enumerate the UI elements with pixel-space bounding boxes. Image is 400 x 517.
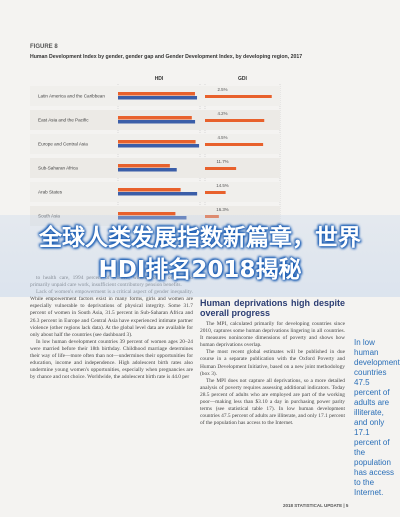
section-heading: Human deprivations high despite overall … xyxy=(200,298,345,318)
footer: 2018 STATISTICAL UPDATE | 5 xyxy=(283,503,349,508)
gdi-bar xyxy=(205,167,237,170)
sidebar-quote: In low human development countries 47.5 … xyxy=(354,338,400,497)
hdi-bar xyxy=(118,140,196,144)
gap-label: 16.3% xyxy=(216,207,229,212)
banner-background xyxy=(0,215,400,297)
gdi-bar xyxy=(205,143,264,146)
gdi-bar xyxy=(205,191,226,194)
gdi-bar xyxy=(205,119,265,122)
figure-label: FIGURE 8 xyxy=(30,44,58,50)
region-label: Latin America and the Caribbean xyxy=(38,94,105,99)
gap-label: 11.7% xyxy=(216,159,228,164)
hdi-bar xyxy=(118,168,177,172)
panel-label: GDI xyxy=(238,76,248,82)
hdi-bar xyxy=(118,188,181,192)
region-label: Europe and Central Asia xyxy=(38,142,88,147)
middle-column: Human deprivations high despite overall … xyxy=(200,298,345,508)
gdi-bar xyxy=(205,95,272,98)
hdi-bar xyxy=(118,164,170,168)
figure-title: Human Development Index by gender, gende… xyxy=(30,54,303,60)
paragraph: In low human development countries 39 pe… xyxy=(30,338,193,381)
figure-chart: HDI GDI Latin America and the Caribbean 2.5… xyxy=(30,76,281,228)
hdi-bar xyxy=(118,120,196,124)
left-column: to health care, 1994 percent of women, w… xyxy=(30,275,193,505)
panel-label: HDI xyxy=(155,76,164,82)
region-label: Sub-Saharan Africa xyxy=(38,166,78,171)
gap-label: 14.5% xyxy=(216,183,229,188)
hdi-bar xyxy=(118,192,198,196)
paragraph: The MPI, calculated primarily for develo… xyxy=(200,321,345,349)
hdi-bar xyxy=(118,144,200,148)
gap-label: 4.2% xyxy=(217,111,227,116)
paragraph: The most recent global estimates will be… xyxy=(200,349,345,377)
hdi-bar xyxy=(118,116,192,120)
region-label: Arab States xyxy=(38,190,63,195)
hdi-bar xyxy=(118,92,195,96)
hdi-bar xyxy=(118,96,198,100)
hdi-bar xyxy=(118,212,176,216)
gap-label: 4.5% xyxy=(217,135,227,140)
gap-label: 2.5% xyxy=(217,87,227,92)
paragraph: The MPI does not capture all deprivation… xyxy=(200,377,345,427)
banner-title: 全球人类发展指数新篇章，世界HDI排名2018揭秘 xyxy=(39,225,361,283)
region-label: East Asia and the Pacific xyxy=(38,118,89,123)
